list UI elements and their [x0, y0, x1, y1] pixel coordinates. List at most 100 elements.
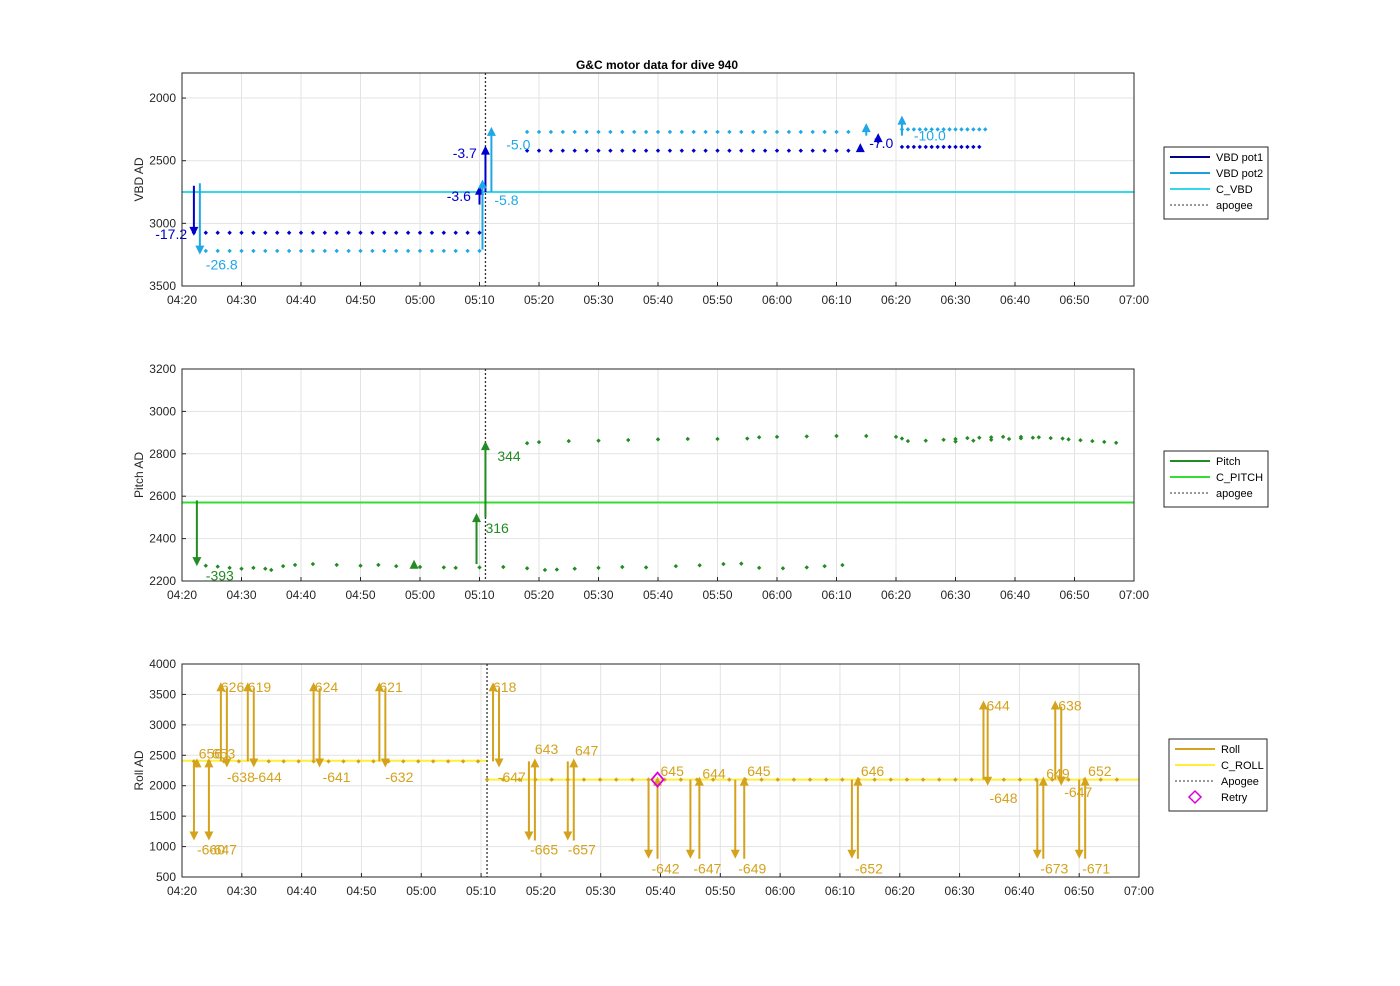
- data-point: [655, 148, 661, 153]
- move-label: 653: [212, 745, 236, 761]
- retry-marker: [650, 771, 665, 789]
- data-point: [715, 129, 720, 135]
- data-point: [215, 564, 220, 569]
- data-point: [1048, 435, 1053, 441]
- move-arrow-head: [1050, 700, 1060, 710]
- data-point: [227, 230, 232, 235]
- data-point: [905, 144, 911, 150]
- data-point: [632, 148, 637, 153]
- x-tick-label: 05:00: [405, 293, 435, 307]
- data-point: [441, 565, 446, 570]
- data-point: [953, 436, 958, 442]
- data-point: [1017, 777, 1023, 782]
- data-point: [524, 129, 530, 135]
- data-point: [977, 435, 982, 440]
- x-tick-label: 05:00: [405, 588, 435, 602]
- y-tick-label: 2400: [149, 532, 176, 546]
- legend-swatch: [1187, 789, 1203, 805]
- data-point: [356, 759, 361, 764]
- move-arrow-head: [853, 776, 863, 786]
- data-point: [646, 777, 651, 782]
- y-tick-label: 500: [156, 870, 176, 884]
- data-point: [401, 759, 406, 764]
- data-point: [947, 127, 952, 132]
- data-point: [947, 144, 952, 150]
- data-point: [465, 230, 470, 235]
- data-point: [953, 127, 958, 132]
- move-label: 619: [248, 679, 272, 695]
- data-point: [346, 248, 351, 254]
- data-point: [371, 759, 376, 764]
- data-point: [774, 434, 780, 440]
- move-label: -26.8: [206, 257, 238, 273]
- move-arrow-head: [222, 758, 232, 768]
- data-point: [286, 230, 292, 235]
- move-label: 645: [747, 763, 771, 779]
- move-label: -632: [385, 769, 413, 785]
- move-arrow-head: [195, 245, 205, 255]
- data-point: [977, 127, 982, 132]
- data-point: [1030, 435, 1036, 440]
- move-arrow-head: [486, 126, 496, 136]
- x-tick-label: 04:40: [286, 588, 316, 602]
- y-tick-label: 1000: [149, 840, 176, 854]
- move-label: -665: [530, 842, 558, 858]
- data-point: [941, 127, 946, 132]
- move-arrow-head: [861, 123, 871, 133]
- data-point: [429, 248, 435, 254]
- data-point: [905, 438, 911, 444]
- move-label: -647: [498, 769, 526, 785]
- move-arrow-head: [1074, 849, 1084, 859]
- move-arrow-head: [563, 831, 573, 841]
- move-arrow-head: [488, 682, 498, 692]
- data-point: [715, 148, 720, 153]
- data-point: [251, 248, 256, 254]
- y-tick-label: 3200: [149, 362, 176, 376]
- move-label: -17.2: [155, 226, 187, 242]
- legend-label: C_PITCH: [1216, 472, 1263, 484]
- data-point: [431, 759, 436, 764]
- data-point: [1000, 434, 1006, 440]
- data-point: [1050, 777, 1055, 782]
- data-point: [203, 230, 208, 235]
- data-point: [560, 148, 565, 153]
- move-arrow-head: [983, 776, 993, 786]
- data-point: [322, 248, 327, 254]
- x-tick-label: 07:00: [1119, 588, 1149, 602]
- x-tick-label: 04:50: [345, 588, 375, 602]
- data-point: [429, 230, 435, 235]
- data-point: [804, 434, 809, 439]
- roll-legend: Roll C_ROLL Apogee Retry: [1168, 738, 1268, 812]
- move-arrow-head: [494, 758, 504, 768]
- y-tick-label: 3000: [149, 216, 176, 230]
- data-point: [334, 248, 339, 254]
- data-point: [500, 777, 506, 782]
- y-tick-label: 1500: [149, 809, 176, 823]
- data-point: [888, 777, 893, 782]
- legend-label: apogee: [1216, 488, 1253, 500]
- data-point: [477, 230, 482, 235]
- move-label: 656: [199, 745, 223, 761]
- data-point: [822, 148, 827, 153]
- data-point: [572, 148, 577, 153]
- move-label: 646: [861, 763, 885, 779]
- data-point: [655, 437, 661, 442]
- move-arrow-head: [409, 559, 419, 569]
- move-arrow-head: [477, 179, 487, 189]
- data-point: [703, 148, 708, 153]
- data-point: [358, 248, 363, 254]
- x-tick-label: 05:20: [526, 884, 556, 898]
- data-point: [667, 148, 673, 153]
- data-point: [215, 230, 220, 235]
- data-point: [405, 248, 411, 254]
- move-arrow-head: [189, 831, 199, 841]
- legend-label: apogee: [1216, 200, 1253, 212]
- move-label: 316: [485, 520, 509, 536]
- data-point: [953, 777, 958, 782]
- data-point: [727, 777, 732, 782]
- data-point: [1018, 436, 1024, 441]
- data-point: [584, 129, 589, 135]
- move-label: -5.8: [494, 192, 518, 208]
- data-point: [739, 148, 744, 153]
